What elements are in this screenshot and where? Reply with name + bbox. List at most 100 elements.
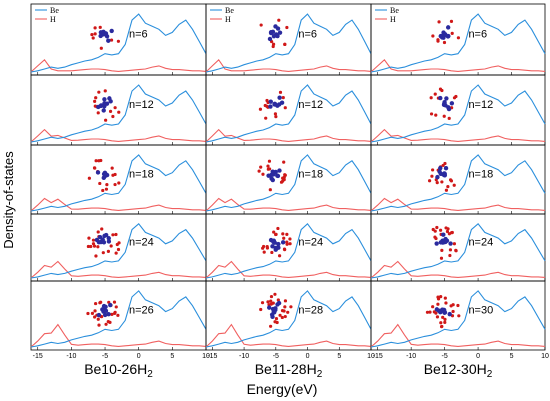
- h-atom: [97, 323, 101, 327]
- series-line-Be: [370, 223, 546, 279]
- be-atom: [102, 97, 107, 102]
- x-tick-label: 5: [170, 353, 174, 360]
- dos-panel: n=12: [30, 74, 207, 146]
- h-atom: [96, 230, 100, 234]
- be-atom: [98, 239, 104, 245]
- h-atom: [89, 244, 93, 249]
- panel-frame: [370, 213, 546, 282]
- h-atom: [260, 301, 265, 305]
- be-atom: [102, 233, 107, 239]
- h-atom: [94, 301, 98, 306]
- h-atom: [111, 114, 115, 119]
- series-line-H: [30, 128, 207, 143]
- be-atom: [275, 173, 281, 179]
- series-line-H: [205, 260, 372, 279]
- h-atom: [448, 178, 453, 182]
- h-atom: [110, 166, 114, 170]
- cluster-structure: [86, 300, 120, 327]
- column-title: Be11-28H2: [255, 361, 323, 380]
- h-atom: [265, 246, 270, 250]
- h-atom: [117, 181, 121, 185]
- cluster-structure: [431, 225, 458, 260]
- be-atom: [270, 29, 276, 35]
- x-tick-label: 10: [202, 353, 210, 360]
- be-atom: [438, 171, 443, 176]
- h-atom: [259, 165, 263, 169]
- h-atom: [268, 188, 272, 192]
- h-atom: [98, 25, 102, 29]
- h-atom: [440, 180, 444, 184]
- be-atom: [440, 307, 445, 313]
- h-atom: [259, 23, 263, 27]
- dos-panel: n=18: [30, 144, 207, 215]
- h-atom: [428, 310, 432, 314]
- h-atom: [427, 179, 432, 183]
- h-atom: [283, 173, 287, 177]
- h-atom: [116, 247, 121, 252]
- cluster-structure: [261, 226, 292, 258]
- h-atom: [281, 96, 285, 100]
- column-title: Be12-30H2: [424, 361, 493, 380]
- h-atom: [448, 253, 452, 258]
- h-atom: [271, 44, 275, 49]
- h-atom: [267, 159, 272, 163]
- h-atom: [111, 173, 115, 177]
- be-atom: [446, 33, 451, 39]
- h-atom: [452, 242, 456, 246]
- h-atom: [281, 176, 285, 180]
- panel-frame: [370, 280, 546, 351]
- be-atom: [273, 245, 278, 251]
- cluster-structure: [425, 295, 461, 329]
- h-atom: [104, 322, 108, 326]
- series-line-Be: [30, 223, 207, 279]
- h-atom: [288, 237, 292, 241]
- series-line-H: [205, 197, 372, 212]
- h-atom: [96, 245, 100, 249]
- be-atom: [106, 239, 112, 244]
- h-atom: [274, 115, 278, 119]
- be-atom: [103, 304, 108, 310]
- h-atom: [285, 25, 289, 30]
- h-atom: [104, 187, 109, 191]
- h-atom: [439, 321, 443, 325]
- h-atom: [283, 299, 288, 303]
- series-line-Be: [205, 154, 372, 212]
- be-atom: [94, 237, 100, 243]
- n-label: n=12: [129, 99, 154, 111]
- x-tick-label: -5: [102, 353, 108, 360]
- dos-panel: n=12: [205, 74, 372, 146]
- h-atom: [108, 109, 113, 113]
- h-atom: [276, 298, 280, 302]
- legend-label: Be: [225, 6, 234, 15]
- h-atom: [283, 106, 287, 110]
- h-atom: [106, 249, 111, 253]
- series-line-Be: [205, 290, 372, 348]
- dos-panel: n=6 BeH: [370, 3, 546, 76]
- be-atom: [266, 173, 271, 178]
- h-atom: [445, 229, 450, 234]
- x-tick-label: -15: [373, 353, 383, 360]
- dos-panel: -15 -10 -5 0 5 10 n=30: [370, 280, 549, 360]
- h-atom: [266, 164, 270, 168]
- be-atom: [438, 95, 443, 101]
- h-atom: [448, 248, 453, 252]
- be-atom: [448, 241, 453, 246]
- be-atom: [103, 308, 109, 314]
- h-atom: [94, 254, 98, 258]
- be-atom: [269, 312, 275, 317]
- be-atom: [270, 169, 275, 174]
- be-atom: [271, 238, 277, 243]
- x-tick-label: -5: [441, 353, 447, 360]
- column-title-subscript: 2: [487, 369, 493, 380]
- be-atom: [108, 302, 113, 308]
- h-atom: [266, 167, 270, 171]
- h-atom: [446, 185, 450, 189]
- h-atom: [434, 311, 438, 315]
- h-atom: [425, 310, 430, 314]
- h-atom: [99, 46, 103, 50]
- h-atom: [258, 107, 263, 111]
- h-atom: [274, 232, 278, 236]
- series-line-H: [370, 197, 546, 212]
- h-atom: [269, 324, 273, 328]
